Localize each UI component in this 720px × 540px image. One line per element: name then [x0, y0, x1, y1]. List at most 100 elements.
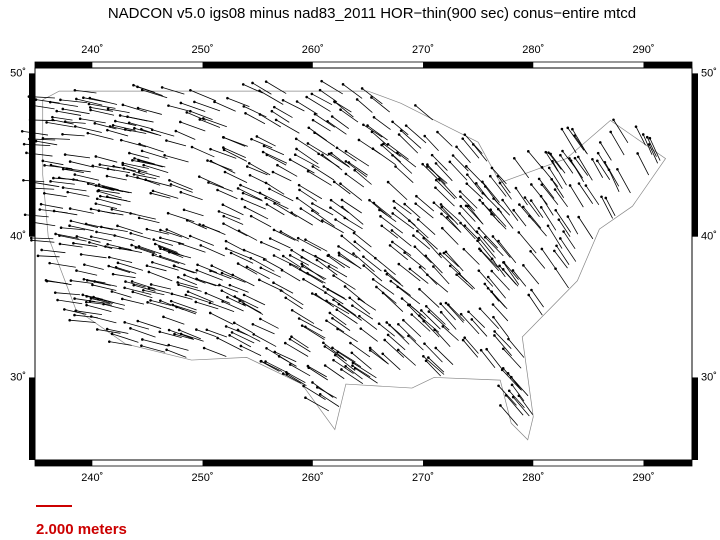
- vector-head: [559, 153, 562, 157]
- vector: [307, 365, 327, 378]
- vector-head: [273, 202, 276, 205]
- vector: [569, 158, 584, 179]
- vector-head: [397, 262, 401, 266]
- vector: [265, 182, 285, 195]
- frame-bar: [202, 460, 313, 466]
- vector: [503, 262, 520, 285]
- vector: [113, 124, 136, 131]
- vector: [513, 209, 527, 227]
- vector: [334, 101, 354, 118]
- vector: [384, 270, 401, 285]
- vector-head: [310, 92, 314, 96]
- vector: [44, 164, 73, 170]
- vector: [115, 120, 137, 126]
- vector-head: [41, 159, 45, 163]
- vector-head: [151, 189, 155, 193]
- vector-head: [604, 196, 608, 200]
- vector-head: [209, 269, 212, 273]
- vector-head: [577, 182, 581, 185]
- vector: [179, 329, 202, 340]
- vector-head: [288, 337, 292, 341]
- vector-head: [237, 229, 241, 233]
- vector-head: [301, 264, 304, 268]
- vector: [341, 235, 361, 252]
- vector: [174, 265, 198, 274]
- vector-head: [304, 238, 307, 241]
- vector: [218, 211, 241, 220]
- vector: [138, 246, 162, 255]
- vector: [386, 273, 404, 287]
- vector-head: [119, 138, 123, 142]
- vector: [601, 196, 613, 219]
- vector: [247, 166, 268, 176]
- lat-tick-label: 50˚: [10, 67, 26, 79]
- vector: [400, 130, 422, 149]
- vector-head: [390, 229, 394, 232]
- vector: [272, 171, 292, 182]
- vector: [328, 266, 348, 278]
- vector-head: [264, 181, 268, 185]
- vector-head: [107, 264, 111, 268]
- vector-head: [245, 165, 249, 168]
- vector: [239, 300, 262, 314]
- vector: [530, 200, 544, 219]
- vector: [73, 242, 98, 247]
- vector-head: [391, 120, 394, 124]
- vector-head: [259, 317, 262, 321]
- vector: [478, 227, 498, 249]
- vector: [63, 187, 87, 192]
- vector: [397, 152, 417, 168]
- vector-head: [82, 277, 86, 281]
- vector-head: [311, 165, 315, 168]
- vector-head: [333, 100, 336, 103]
- vector-head: [433, 328, 436, 331]
- vector: [266, 204, 285, 216]
- vector-head: [140, 88, 144, 92]
- vector: [199, 119, 221, 128]
- vector-head: [514, 186, 518, 190]
- vector-head: [334, 218, 337, 221]
- vector: [344, 286, 366, 304]
- vector-head: [97, 188, 101, 192]
- vector: [341, 199, 362, 214]
- vector-head: [57, 176, 61, 180]
- vector: [502, 269, 519, 287]
- vector: [449, 161, 468, 181]
- vector-head: [55, 109, 59, 113]
- vector-head: [379, 215, 382, 218]
- vector: [392, 121, 409, 136]
- vector: [237, 263, 258, 275]
- vector-head: [159, 228, 162, 232]
- vector-head: [423, 342, 426, 345]
- vector-head: [634, 125, 638, 128]
- vector-head: [553, 188, 557, 191]
- vector-head: [300, 262, 304, 266]
- vector: [159, 246, 180, 255]
- vector-head: [463, 133, 467, 136]
- vector-head: [162, 315, 165, 319]
- vector: [345, 365, 363, 380]
- vector: [376, 286, 397, 304]
- vector: [114, 235, 135, 241]
- vector: [494, 335, 512, 356]
- vector: [417, 219, 436, 235]
- vector-head: [332, 298, 335, 302]
- vector: [508, 338, 525, 358]
- vector-head: [208, 301, 212, 305]
- vector: [348, 162, 368, 176]
- vector-head: [315, 258, 319, 262]
- vector-head: [30, 239, 33, 242]
- vector: [478, 270, 494, 287]
- vector: [490, 209, 507, 227]
- lat-tick-label: 30˚: [701, 371, 717, 383]
- vector: [59, 235, 87, 242]
- vector: [383, 143, 401, 157]
- vector: [185, 294, 209, 303]
- vector: [431, 154, 448, 171]
- vector-head: [167, 104, 170, 107]
- vector: [92, 284, 117, 291]
- vector-head: [88, 106, 92, 109]
- vector: [229, 334, 252, 348]
- vector: [242, 192, 263, 202]
- vector-head: [89, 207, 93, 211]
